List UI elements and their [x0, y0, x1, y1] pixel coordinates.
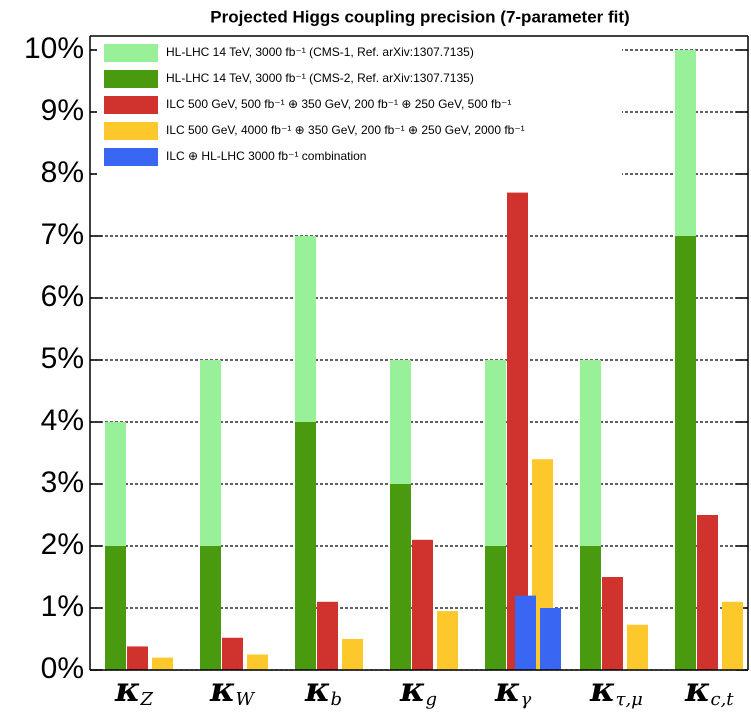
bar: [390, 484, 411, 670]
bar: [580, 546, 601, 670]
bar: [540, 608, 561, 670]
bar: [485, 546, 506, 670]
y-tick-label: 1%: [41, 590, 84, 623]
bar: [152, 657, 173, 670]
x-tick-label: κb: [304, 670, 342, 710]
bar: [627, 624, 648, 670]
chart-title: Projected Higgs coupling precision (7-pa…: [210, 7, 629, 26]
bar: [247, 654, 268, 670]
y-tick-label: 0%: [41, 652, 84, 685]
bar: [437, 611, 458, 670]
legend-label: HL-LHC 14 TeV, 3000 fb⁻¹ (CMS-2, Ref. ar…: [166, 71, 474, 85]
y-tick-label: 2%: [41, 528, 84, 561]
legend-swatch: [104, 96, 158, 114]
y-tick-label: 5%: [41, 342, 84, 375]
legend-label: ILC 500 GeV, 500 fb⁻¹ ⊕ 350 GeV, 200 fb⁻…: [166, 97, 511, 111]
bar: [722, 601, 743, 670]
bar: [697, 515, 718, 670]
bar: [200, 546, 221, 670]
legend-label: ILC 500 GeV, 4000 fb⁻¹ ⊕ 350 GeV, 200 fb…: [166, 123, 525, 137]
legend-swatch: [104, 122, 158, 140]
legend-swatch: [104, 44, 158, 62]
x-tick-label: κZ: [114, 670, 153, 710]
legend-box: [97, 40, 622, 175]
legend-swatch: [104, 70, 158, 88]
bar: [342, 639, 363, 670]
bar: [412, 539, 433, 670]
y-tick-label: 4%: [41, 404, 84, 437]
bar: [105, 546, 126, 670]
y-tick-label: 7%: [41, 218, 84, 251]
legend-label: ILC ⊕ HL-LHC 3000 fb⁻¹ combination: [166, 149, 366, 163]
y-tick-label: 3%: [41, 466, 84, 499]
bar: [127, 646, 148, 670]
y-tick-label: 8%: [41, 156, 84, 189]
x-tick-label: κγ: [494, 670, 531, 710]
legend-swatch: [104, 148, 158, 166]
bar: [675, 236, 696, 670]
x-tick-label: κc,t: [684, 670, 734, 710]
x-tick-label: κg: [399, 670, 437, 710]
legend-label: HL-LHC 14 TeV, 3000 fb⁻¹ (CMS-1, Ref. ar…: [166, 45, 474, 59]
x-tick-label: κW: [209, 670, 255, 710]
y-tick-label: 9%: [41, 94, 84, 127]
y-tick-label: 10%: [24, 32, 84, 65]
bar: [317, 601, 338, 670]
y-tick-label: 6%: [41, 280, 84, 313]
bar: [507, 192, 528, 670]
bar: [295, 422, 316, 670]
bar: [602, 577, 623, 670]
bar: [222, 637, 243, 670]
bar: [515, 595, 536, 670]
x-tick-label: κτ,μ: [589, 670, 643, 710]
